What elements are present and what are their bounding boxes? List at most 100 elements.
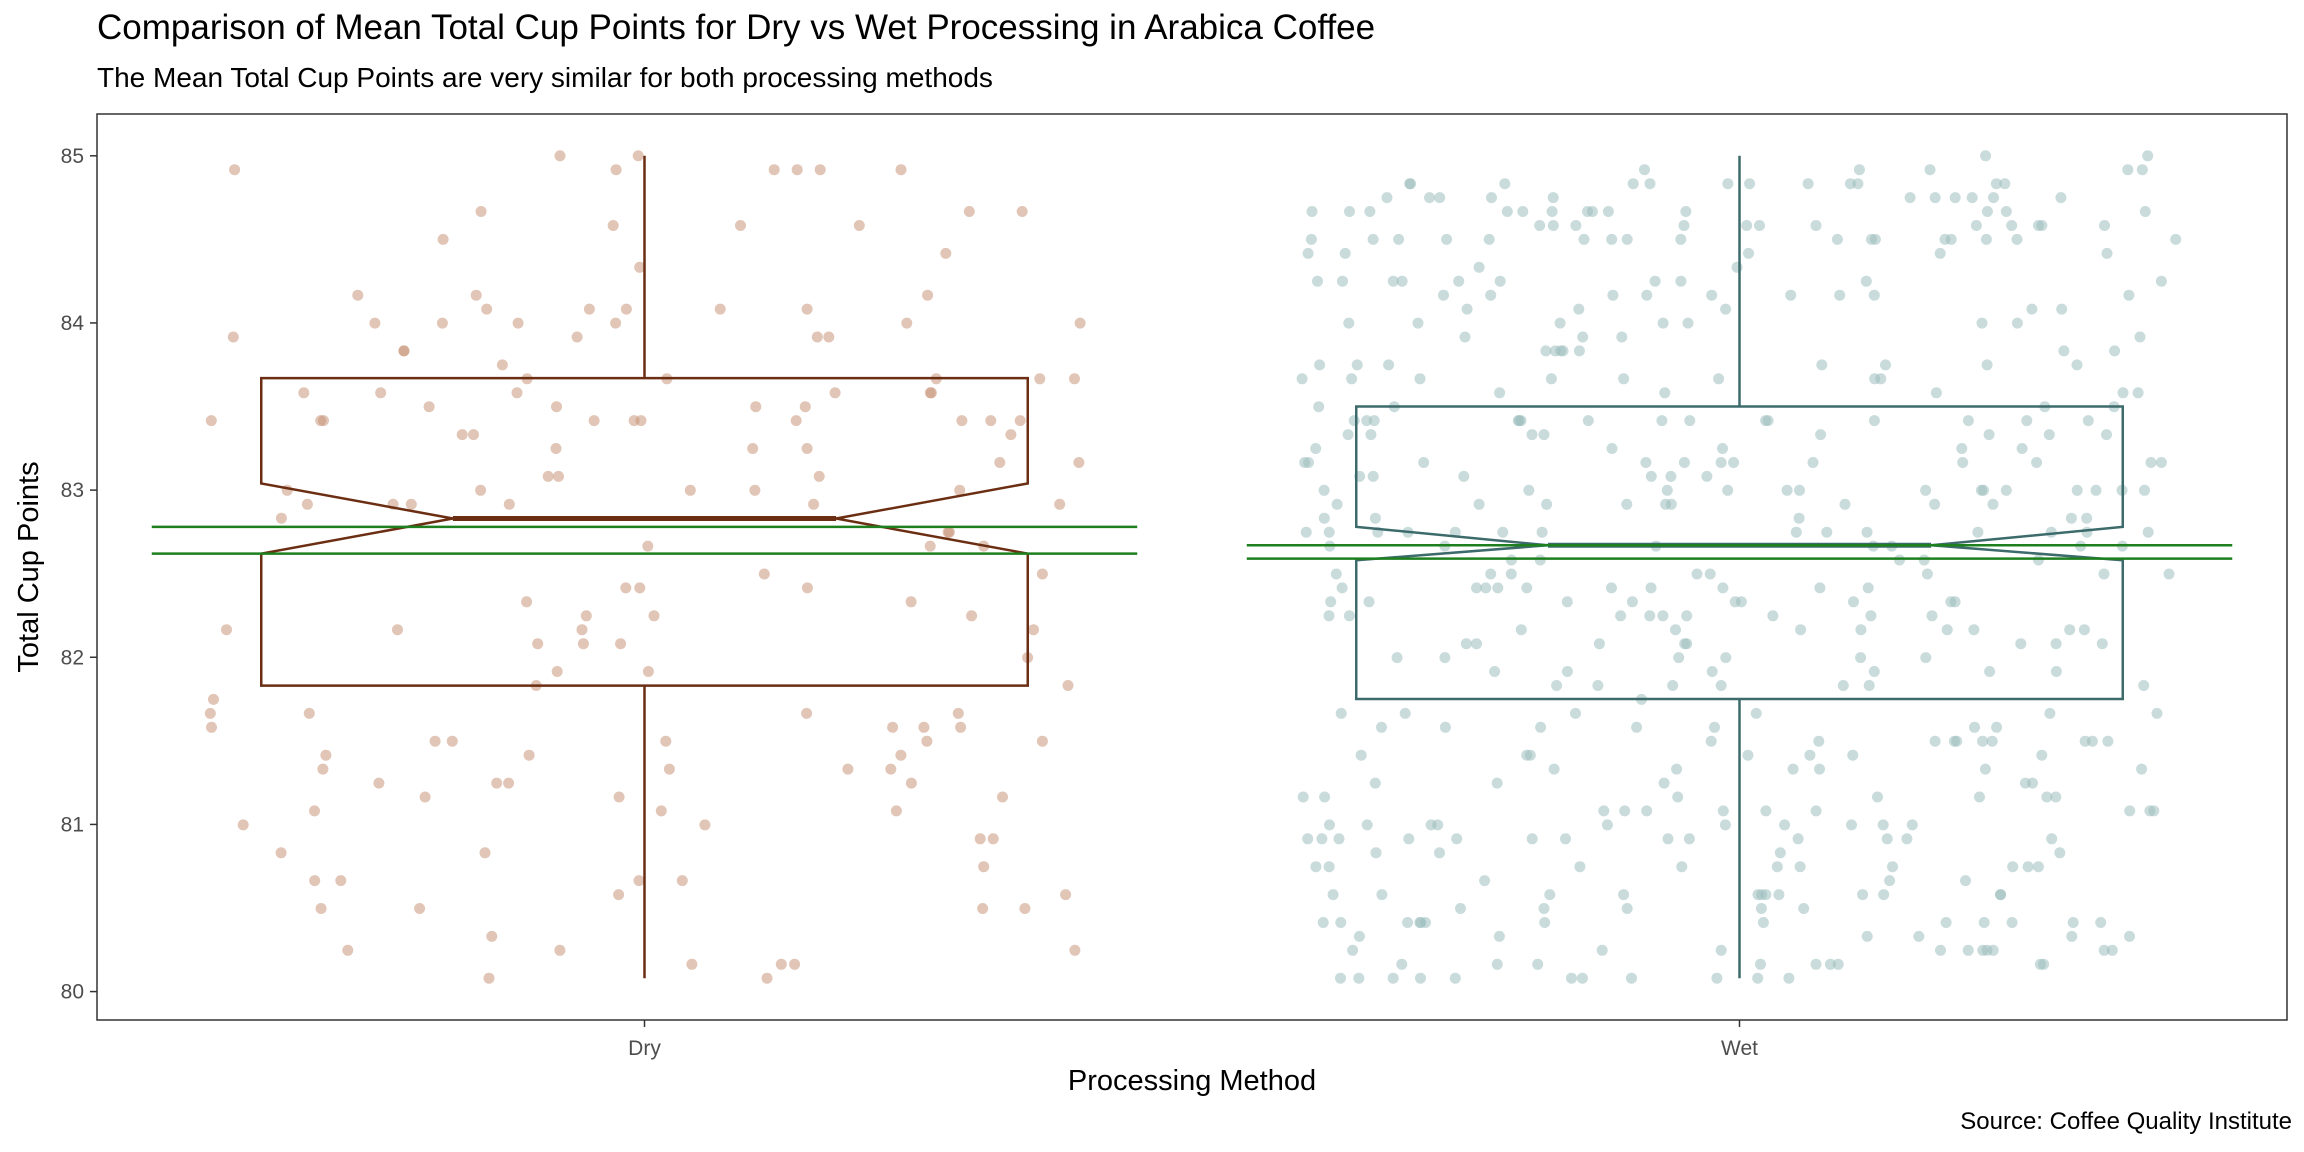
data-point-dry: [791, 164, 803, 176]
data-point-wet: [1861, 930, 1873, 942]
data-point-wet: [1680, 206, 1692, 217]
data-point-wet: [1489, 666, 1501, 677]
data-point-wet: [1861, 526, 1873, 538]
y-tick-label: 80: [61, 981, 84, 1004]
data-point-wet: [1420, 917, 1431, 928]
data-point-dry: [475, 484, 487, 496]
data-point-wet: [1376, 721, 1387, 733]
data-point-wet: [1986, 735, 1998, 747]
data-point-wet: [1317, 917, 1329, 928]
data-point-wet: [1573, 345, 1585, 357]
data-point-wet: [1743, 247, 1754, 259]
data-point-dry: [686, 958, 698, 970]
data-point-wet: [1987, 498, 1999, 510]
data-point-wet: [1337, 275, 1348, 287]
data-point-dry: [1019, 903, 1031, 914]
data-point-wet: [2102, 735, 2114, 747]
data-point-wet: [1439, 721, 1451, 733]
data-point-wet: [1414, 373, 1426, 385]
data-point-wet: [1658, 777, 1670, 789]
data-point-wet: [2134, 331, 2146, 343]
data-point-wet: [1970, 220, 1982, 231]
data-point-wet: [1949, 192, 1961, 204]
data-point-wet: [1968, 624, 1980, 636]
data-point-wet: [1494, 275, 1506, 287]
data-point-wet: [1667, 680, 1679, 691]
data-point-wet: [1783, 972, 1795, 984]
data-point-wet: [1479, 875, 1491, 887]
data-point-wet: [1641, 805, 1653, 817]
data-point-wet: [1844, 178, 1856, 190]
data-point-wet: [1670, 624, 1681, 636]
data-point-wet: [2098, 944, 2110, 956]
data-point-dry: [735, 220, 746, 231]
data-point-dry: [895, 164, 907, 176]
chart-title: Comparison of Mean Total Cup Points for …: [97, 8, 1376, 47]
data-point-dry: [1060, 889, 1072, 901]
data-point-wet: [1351, 359, 1363, 371]
data-point-wet: [1857, 889, 1869, 901]
data-point-wet: [1681, 638, 1693, 650]
data-point-dry: [966, 610, 978, 622]
data-point-dry: [905, 777, 917, 789]
data-point-wet: [1549, 345, 1561, 357]
data-point-wet: [1570, 707, 1581, 719]
data-point-wet: [1715, 457, 1727, 468]
data-point-dry: [997, 791, 1008, 803]
data-point-wet: [1755, 903, 1767, 914]
data-point-dry: [954, 484, 966, 496]
data-point-wet: [2041, 791, 2053, 803]
data-point-wet: [1991, 721, 2003, 733]
data-point-wet: [2099, 220, 2110, 231]
data-point-dry: [309, 875, 321, 887]
data-point-dry: [483, 972, 495, 984]
data-point-wet: [2122, 164, 2134, 176]
data-point-wet: [1794, 861, 1806, 873]
data-point-wet: [1904, 192, 1916, 204]
data-point-wet: [1545, 373, 1557, 385]
data-point-wet: [1460, 638, 1472, 650]
data-point-wet: [1869, 373, 1881, 385]
data-point-wet: [1330, 568, 1342, 580]
data-point-wet: [2132, 387, 2144, 399]
boxplot-wet: [1355, 155, 2124, 979]
data-point-wet: [1353, 930, 1365, 942]
data-point-wet: [1846, 819, 1857, 831]
data-point-wet: [1316, 833, 1328, 845]
data-point-wet: [1346, 373, 1358, 385]
data-point-wet: [1312, 275, 1323, 287]
data-point-wet: [1979, 763, 1991, 775]
data-point-dry: [985, 415, 997, 427]
panel-border: [96, 113, 2288, 1021]
data-point-wet: [1935, 944, 1946, 956]
data-point-wet: [1601, 819, 1613, 831]
data-point-dry: [554, 150, 566, 162]
data-point-wet: [1794, 484, 1805, 496]
data-point-wet: [1574, 861, 1586, 873]
data-point-wet: [1665, 470, 1677, 482]
data-point-wet: [2026, 303, 2038, 315]
data-point-wet: [1744, 178, 1756, 190]
data-point-wet: [1978, 917, 1990, 928]
data-point-wet: [1855, 652, 1867, 664]
data-point-wet: [1781, 484, 1793, 496]
data-point-wet: [1576, 972, 1588, 984]
data-point-wet: [2065, 512, 2077, 524]
data-point-wet: [1325, 596, 1337, 608]
data-point-wet: [1318, 512, 1330, 524]
data-point-wet: [1976, 317, 1988, 329]
data-point-wet: [1717, 805, 1729, 817]
data-point-dry: [414, 903, 426, 914]
data-point-wet: [1547, 220, 1559, 231]
data-point-dry: [620, 303, 632, 315]
data-point-dry: [974, 833, 986, 845]
data-point-wet: [1473, 498, 1485, 510]
data-point-dry: [887, 721, 899, 733]
data-point-wet: [1771, 861, 1783, 873]
chart-subtitle: The Mean Total Cup Points are very simil…: [97, 62, 993, 93]
data-point-dry: [303, 707, 315, 719]
data-point-wet: [1491, 958, 1503, 970]
data-point-wet: [1981, 359, 1993, 371]
data-point-wet: [2139, 484, 2150, 496]
